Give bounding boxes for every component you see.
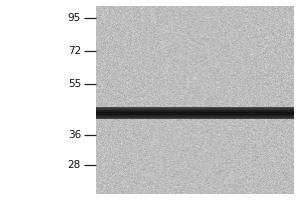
Bar — [96, 117, 294, 118]
Bar — [96, 116, 294, 117]
Bar — [96, 115, 294, 116]
Bar — [96, 118, 294, 119]
Text: 72: 72 — [68, 46, 81, 56]
Text: 36: 36 — [68, 130, 81, 140]
Bar — [96, 110, 294, 111]
Bar — [96, 112, 294, 113]
Bar — [96, 114, 294, 115]
Bar — [96, 107, 294, 108]
Text: 95: 95 — [68, 13, 81, 23]
Bar — [96, 108, 294, 109]
Bar — [96, 111, 294, 112]
Text: kDa: kDa — [61, 0, 81, 2]
Text: 55: 55 — [68, 79, 81, 89]
Bar — [96, 113, 294, 114]
Bar — [96, 109, 294, 110]
Text: 28: 28 — [68, 160, 81, 170]
Bar — [96, 6, 294, 194]
